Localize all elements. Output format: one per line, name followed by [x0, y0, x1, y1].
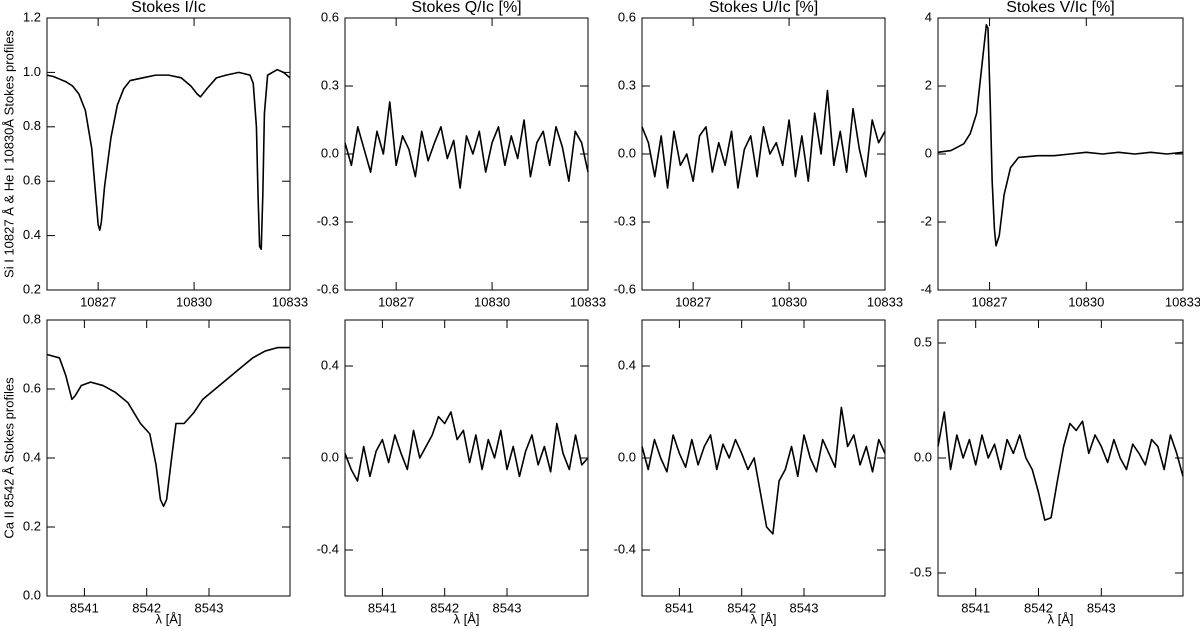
- x-tick-label: 8542: [1024, 600, 1053, 615]
- profile-line: [641, 406, 886, 535]
- x-axis-label: λ [Å]: [155, 611, 181, 626]
- x-tick-label: 8541: [70, 600, 99, 615]
- x-tick-label: 8541: [368, 600, 397, 615]
- profile-line: [641, 89, 886, 189]
- x-tick-label: 8541: [961, 600, 990, 615]
- y-axis-label: Ca II 8542 Å Stokes profiles: [1, 377, 16, 539]
- y-tick-label: -0.4: [614, 541, 636, 556]
- x-axis-label: λ [Å]: [750, 611, 776, 626]
- y-tick-label: 0.5: [914, 334, 932, 349]
- plot-frame: [46, 17, 291, 291]
- plot-frame: [641, 319, 886, 597]
- y-tick-label: -0.6: [317, 281, 339, 296]
- y-tick-label: -0.3: [317, 213, 339, 228]
- panel-title: Stokes U/Ic [%]: [709, 0, 818, 16]
- profile-line: [344, 411, 589, 482]
- x-tick-label: 8543: [1087, 600, 1116, 615]
- x-axis-label: λ [Å]: [1047, 611, 1073, 626]
- plot-frame: [344, 319, 589, 597]
- x-tick-label: 8541: [665, 600, 694, 615]
- y-tick-label: 0.6: [23, 173, 41, 188]
- panel-title: Stokes I/Ic: [131, 0, 206, 16]
- y-tick-label: 0.4: [23, 449, 41, 464]
- y-tick-label: 0.4: [23, 227, 41, 242]
- x-tick-label: 10833: [570, 294, 606, 309]
- y-tick-label: -0.5: [910, 564, 932, 579]
- x-tick-label: 8542: [430, 600, 459, 615]
- x-tick-label: 10830: [771, 294, 807, 309]
- y-tick-label: 0.2: [23, 281, 41, 296]
- y-tick-label: -0.6: [614, 281, 636, 296]
- y-tick-label: 4: [925, 9, 932, 24]
- y-tick-label: 0.0: [618, 145, 636, 160]
- x-tick-label: 10830: [474, 294, 510, 309]
- x-tick-label: 10827: [675, 294, 711, 309]
- y-tick-label: 0.0: [321, 449, 339, 464]
- x-tick-label: 8542: [132, 600, 161, 615]
- y-tick-label: 2: [925, 77, 932, 92]
- y-tick-label: 0.3: [618, 77, 636, 92]
- x-tick-label: 10827: [80, 294, 116, 309]
- y-tick-label: 0.6: [23, 380, 41, 395]
- panel-title: Stokes V/Ic [%]: [1006, 0, 1114, 16]
- y-tick-label: 0.3: [321, 77, 339, 92]
- profile-line: [937, 411, 1184, 521]
- y-tick-label: 0.8: [23, 118, 41, 133]
- y-tick-label: 0.6: [321, 9, 339, 24]
- y-tick-label: 1.0: [23, 64, 41, 79]
- plot-frame: [46, 319, 291, 597]
- x-tick-label: 8542: [727, 600, 756, 615]
- profile-line: [46, 68, 291, 250]
- y-tick-label: 0.0: [321, 145, 339, 160]
- x-tick-label: 8543: [790, 600, 819, 615]
- x-tick-label: 10827: [378, 294, 414, 309]
- y-tick-label: 0.4: [321, 357, 339, 372]
- y-tick-label: 1.2: [23, 9, 41, 24]
- y-tick-label: 0.0: [914, 449, 932, 464]
- x-axis-label: λ [Å]: [453, 611, 479, 626]
- profile-line: [46, 346, 290, 508]
- panel-title: Stokes Q/Ic [%]: [411, 0, 521, 16]
- y-tick-label: 0.6: [618, 9, 636, 24]
- x-tick-label: 10830: [1068, 294, 1104, 309]
- y-tick-label: -0.4: [317, 541, 339, 556]
- y-axis-label: Si I 10827 Å & He I 10830Å Stokes profil…: [1, 30, 16, 278]
- x-tick-label: 10827: [972, 294, 1008, 309]
- y-tick-label: 0.0: [618, 449, 636, 464]
- y-tick-label: -2: [920, 213, 932, 228]
- y-tick-label: 0.0: [23, 587, 41, 602]
- x-tick-label: 10833: [867, 294, 903, 309]
- y-tick-label: 0: [925, 145, 932, 160]
- profile-line: [937, 24, 1184, 247]
- profile-line: [344, 101, 589, 189]
- y-tick-label: 0.2: [23, 518, 41, 533]
- x-tick-label: 8543: [493, 600, 522, 615]
- y-tick-label: 0.8: [23, 311, 41, 326]
- x-tick-label: 10833: [272, 294, 308, 309]
- x-tick-label: 10830: [176, 294, 212, 309]
- y-tick-label: 0.4: [618, 357, 636, 372]
- y-tick-label: -4: [920, 281, 932, 296]
- y-tick-label: -0.3: [614, 213, 636, 228]
- x-tick-label: 8543: [195, 600, 224, 615]
- x-tick-label: 10833: [1165, 294, 1200, 309]
- plot-frame: [937, 17, 1184, 291]
